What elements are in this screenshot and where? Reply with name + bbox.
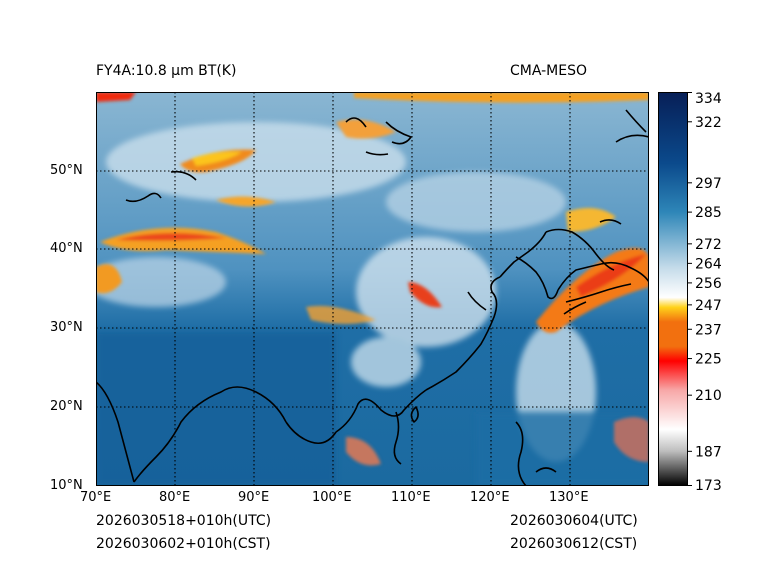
cold-cloud-layer <box>96 92 649 466</box>
x-tick-label: 70°E <box>80 490 112 505</box>
light-cloud-layer <box>96 122 596 462</box>
y-tick-label: 30°N <box>50 320 83 335</box>
y-tick-label: 40°N <box>50 241 83 256</box>
map-frame <box>96 92 649 486</box>
colorbar-tick-label: 173 <box>695 478 722 492</box>
colorbar-tick-label: 237 <box>695 322 722 338</box>
x-tick-label: 90°E <box>238 490 270 505</box>
colorbar-tick-label: 264 <box>695 256 722 272</box>
colorbar-tick-label: 297 <box>695 176 722 192</box>
colorbar: 173 187 210 225 237 247 256 264 272 285 297 322 334 <box>658 92 722 492</box>
valid-time-cst: 2026030612(CST) <box>510 536 638 552</box>
x-tick-label: 80°E <box>159 490 191 505</box>
x-tick-label: 120°E <box>470 490 510 505</box>
colorbar-tick-label: 256 <box>695 276 722 292</box>
satellite-map <box>96 92 649 486</box>
coastlines <box>96 109 649 486</box>
colorbar-tick-label: 247 <box>695 298 722 314</box>
title-right: CMA-MESO <box>510 63 588 79</box>
x-tick-label: 130°E <box>549 490 589 505</box>
y-tick-label: 10°N <box>50 478 83 493</box>
colorbar-tick-label: 285 <box>695 205 722 221</box>
colorbar-tick-label: 334 <box>695 92 722 107</box>
y-tick-label: 20°N <box>50 399 83 414</box>
colorbar-tick-label: 322 <box>695 115 722 131</box>
colorbar-tick-label: 225 <box>695 352 722 368</box>
colorbar-tick-label: 187 <box>695 444 722 460</box>
graticule <box>96 92 649 486</box>
valid-time-utc: 2026030604(UTC) <box>510 513 638 529</box>
title-left: FY4A:10.8 µm BT(K) <box>96 63 237 79</box>
colorbar-scale <box>658 92 688 486</box>
x-tick-label: 110°E <box>391 490 431 505</box>
colorbar-tick-label: 272 <box>695 237 722 253</box>
init-time-cst: 2026030602+010h(CST) <box>96 536 271 552</box>
x-tick-label: 100°E <box>312 490 352 505</box>
y-tick-label: 50°N <box>50 163 83 178</box>
init-time-utc: 2026030518+010h(UTC) <box>96 513 272 529</box>
colorbar-tick-label: 210 <box>695 388 722 404</box>
